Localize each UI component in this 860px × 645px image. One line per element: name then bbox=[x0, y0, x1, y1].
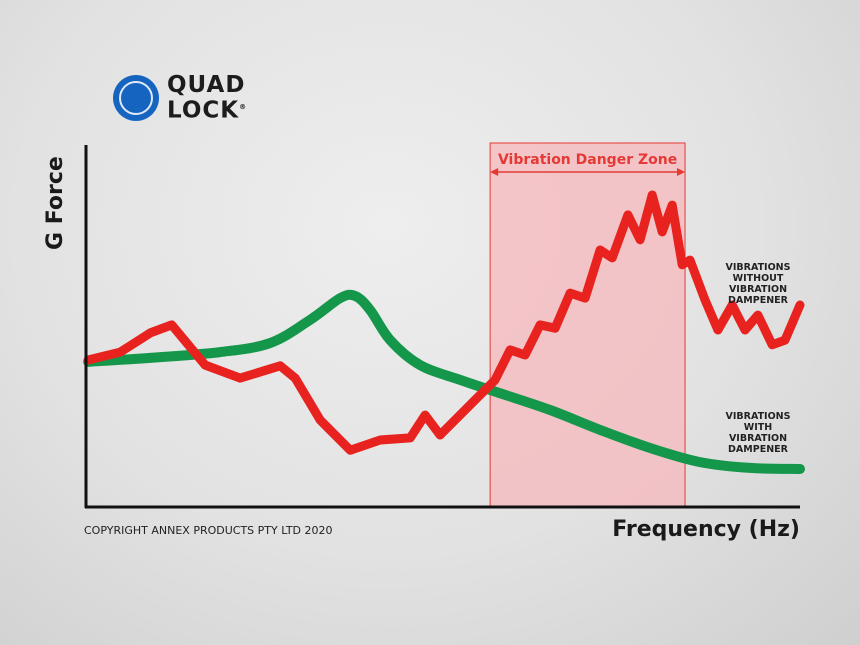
series-without-dampener-line bbox=[83, 190, 805, 455]
quad-lock-logo-icon bbox=[113, 74, 159, 121]
logo-text-line2: LOCK bbox=[167, 97, 240, 124]
danger-zone-label-group: Vibration Danger Zone bbox=[490, 152, 686, 176]
arrow-right-icon bbox=[677, 168, 686, 176]
series-label-without-dampener: VIBRATIONS WITHOUT VIBRATION DAMPENER bbox=[725, 262, 791, 306]
logo-text-line1: QUAD bbox=[167, 72, 246, 98]
y-axis-label: G Force bbox=[43, 156, 68, 250]
quad-lock-logo: QUAD LOCK® bbox=[113, 74, 247, 122]
registered-mark: ® bbox=[239, 103, 248, 111]
series-label-with-dampener: VIBRATIONS WITH VIBRATION DAMPENER bbox=[725, 411, 791, 455]
arrow-left-icon bbox=[490, 168, 499, 176]
copyright: COPYRIGHT ANNEX PRODUCTS PTY LTD 2020 bbox=[84, 524, 333, 537]
x-axis-label: Frequency (Hz) bbox=[612, 517, 800, 542]
series-with-dampener-line bbox=[83, 289, 805, 474]
logo-text: QUAD LOCK® bbox=[167, 72, 248, 124]
danger-zone-label: Vibration Danger Zone bbox=[498, 152, 677, 168]
